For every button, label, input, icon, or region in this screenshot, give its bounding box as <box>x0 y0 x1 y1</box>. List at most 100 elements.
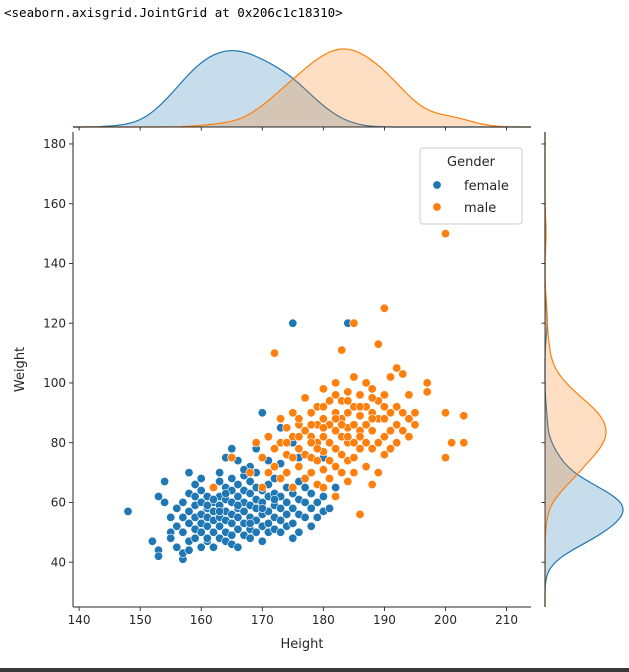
data-point-male <box>331 414 341 424</box>
data-point-male <box>392 438 402 448</box>
data-point-male <box>349 468 359 478</box>
data-point-female <box>196 473 206 483</box>
data-point-female <box>166 512 176 522</box>
data-point-male <box>355 444 365 454</box>
x-tick-label: 140 <box>68 613 91 627</box>
data-point-male <box>379 303 389 313</box>
data-point-male <box>282 438 292 448</box>
data-point-male <box>440 453 450 463</box>
data-point-male <box>343 387 353 397</box>
data-point-male <box>343 476 353 486</box>
data-point-male <box>251 438 261 448</box>
data-point-male <box>331 390 341 400</box>
data-point-male <box>318 465 328 475</box>
data-point-male <box>373 339 383 349</box>
data-point-male <box>385 444 395 454</box>
data-point-female <box>233 479 243 489</box>
y-tick-label: 160 <box>43 197 66 211</box>
data-point-male <box>367 479 377 489</box>
data-point-male <box>373 438 383 448</box>
data-point-male <box>373 468 383 478</box>
data-point-female <box>257 536 267 546</box>
data-point-male <box>392 402 402 412</box>
data-point-female <box>294 527 304 537</box>
top-kde-fill-male <box>73 49 531 127</box>
data-point-male <box>410 408 420 418</box>
data-point-male <box>294 444 304 454</box>
data-point-male <box>288 453 298 463</box>
data-point-male <box>355 509 365 519</box>
x-tick-label: 200 <box>434 613 457 627</box>
data-point-female <box>147 536 157 546</box>
data-point-female <box>306 503 316 513</box>
y-tick-label: 100 <box>43 376 66 390</box>
y-tick-label: 180 <box>43 137 66 151</box>
y-tick-label: 40 <box>51 555 66 569</box>
data-point-female <box>184 545 194 555</box>
data-point-female <box>160 476 170 486</box>
data-point-female <box>233 491 243 501</box>
data-point-male <box>385 408 395 418</box>
data-point-male <box>355 390 365 400</box>
data-point-female <box>154 551 164 561</box>
data-point-male <box>337 468 347 478</box>
data-point-male <box>318 402 328 412</box>
data-point-male <box>288 408 298 418</box>
data-point-male <box>379 390 389 400</box>
axes: 140 150 160 170 180 190 200 210 40 60 80 100 120 140 1… <box>13 132 531 652</box>
data-point-male <box>282 468 292 478</box>
data-point-male <box>367 384 377 394</box>
data-point-female <box>178 497 188 507</box>
data-point-female <box>215 521 225 531</box>
data-point-male <box>447 438 457 448</box>
top-marginal-kde <box>73 48 531 131</box>
data-point-male <box>257 482 267 492</box>
data-point-male <box>361 420 371 430</box>
data-point-female <box>300 482 310 492</box>
data-point-female <box>324 503 334 513</box>
data-point-male <box>459 411 469 421</box>
data-point-female <box>172 503 182 513</box>
data-point-male <box>398 408 408 418</box>
data-point-female <box>190 491 200 501</box>
top-kde-fill-female <box>73 50 531 127</box>
data-point-male <box>355 411 365 421</box>
data-point-female <box>202 500 212 510</box>
data-point-female <box>209 494 219 504</box>
data-point-female <box>184 518 194 528</box>
data-point-male <box>379 432 389 442</box>
data-point-female <box>306 488 316 498</box>
data-point-male <box>398 369 408 379</box>
data-point-male <box>324 473 334 483</box>
legend: Gender female male <box>419 147 523 225</box>
data-point-female <box>300 512 310 522</box>
data-point-female <box>312 497 322 507</box>
data-point-male <box>324 396 334 406</box>
data-point-male <box>361 438 371 448</box>
x-tick-label: 190 <box>373 613 396 627</box>
data-point-female <box>227 530 237 540</box>
data-point-male <box>227 453 237 463</box>
data-point-male <box>404 432 414 442</box>
y-tick-label: 140 <box>43 257 66 271</box>
data-point-male <box>257 453 267 463</box>
data-point-female <box>276 527 286 537</box>
data-point-male <box>263 468 273 478</box>
data-point-male <box>404 390 414 400</box>
data-point-male <box>294 462 304 472</box>
data-point-male <box>306 408 316 418</box>
legend-marker-female <box>432 180 442 190</box>
data-point-male <box>349 438 359 448</box>
data-point-male <box>343 396 353 406</box>
right-marginal-kde <box>541 132 624 607</box>
data-point-male <box>410 420 420 430</box>
data-point-male <box>398 426 408 436</box>
data-point-female <box>282 509 292 519</box>
scatter-points <box>123 229 469 564</box>
data-point-male <box>349 420 359 430</box>
data-point-female <box>202 533 212 543</box>
data-point-female <box>306 521 316 531</box>
x-tick-label: 210 <box>495 613 518 627</box>
data-point-female <box>245 488 255 498</box>
data-point-male <box>440 229 450 239</box>
